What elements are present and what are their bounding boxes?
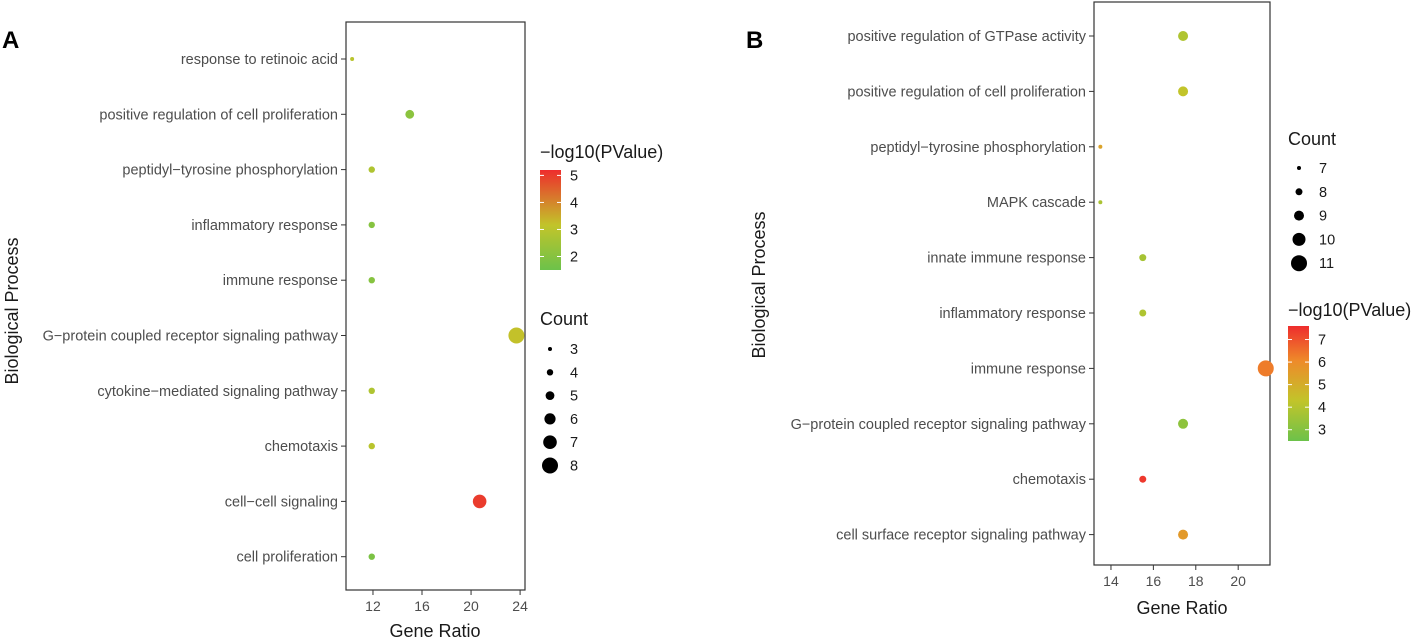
x-axis-title-a: Gene Ratio — [389, 621, 480, 639]
data-point — [508, 327, 525, 344]
x-tick-label: 20 — [1230, 573, 1246, 589]
y-tick-label: immune response — [971, 361, 1086, 377]
y-tick-label: chemotaxis — [1013, 472, 1086, 488]
size-legend-label: 11 — [1319, 256, 1334, 272]
color-legend-label: 5 — [1318, 378, 1326, 394]
x-tick-label: 24 — [512, 598, 528, 614]
data-point — [1178, 529, 1189, 540]
data-point — [368, 221, 375, 229]
color-legend-label: 6 — [1318, 355, 1326, 371]
data-point — [350, 57, 355, 61]
color-legend-label: 4 — [570, 195, 578, 211]
size-legend-dot — [542, 457, 558, 474]
y-tick-label: innate immune response — [927, 251, 1086, 267]
data-point — [1139, 254, 1147, 262]
size-legend-label: 8 — [1319, 185, 1327, 201]
size-legend-label: 8 — [570, 459, 578, 475]
y-tick-label: peptidyl−tyrosine phosphorylation — [870, 140, 1086, 156]
color-legend-label: 2 — [570, 249, 578, 265]
size-legend-label: 10 — [1319, 232, 1335, 248]
size-legend-dot — [1292, 232, 1306, 246]
panel-letter-b: B — [746, 27, 763, 54]
data-point — [368, 553, 375, 560]
x-tick-label: 14 — [1103, 573, 1119, 589]
panel-a: A response to retinoic acid positive regu… — [2, 21, 663, 639]
size-legend-dot — [543, 435, 557, 450]
color-legend-label: 7 — [1318, 333, 1326, 349]
plot-frame-b — [1093, 1, 1271, 566]
size-legend-title-b: Count — [1288, 129, 1336, 149]
color-legend-label: 3 — [570, 222, 578, 238]
size-legend-dot — [545, 391, 555, 400]
size-legend-dot — [1291, 255, 1307, 272]
data-point — [1139, 475, 1147, 483]
data-point — [405, 109, 415, 119]
y-tick-label: inflammatory response — [939, 306, 1086, 322]
size-legend-label: 9 — [1319, 209, 1327, 225]
x-tick-label: 16 — [1146, 573, 1162, 589]
y-tick-label: positive regulation of cell proliferatio… — [99, 107, 338, 123]
y-tick-label: immune response — [223, 273, 338, 289]
size-legend-label: 7 — [1319, 161, 1327, 177]
data-point — [368, 387, 375, 394]
y-tick-label: chemotaxis — [265, 439, 338, 455]
x-tick-label: 16 — [414, 598, 430, 614]
data-point — [368, 442, 375, 450]
size-legend-label: 7 — [570, 435, 578, 451]
color-legend-title-b: −log10(PValue) — [1288, 300, 1411, 320]
x-axis-title-b: Gene Ratio — [1136, 598, 1227, 618]
data-point — [472, 494, 487, 509]
y-tick-label: response to retinoic acid — [181, 52, 338, 68]
data-point — [1178, 418, 1189, 429]
size-legend-dot — [546, 369, 554, 376]
color-legend-label: 4 — [1318, 400, 1326, 416]
data-point — [1178, 86, 1189, 97]
y-tick-label: cell surface receptor signaling pathway — [836, 528, 1087, 544]
data-point — [1098, 200, 1103, 205]
y-tick-label: cell proliferation — [236, 550, 338, 566]
size-legend-dot — [1294, 210, 1304, 221]
y-axis-title-b: Biological Process — [749, 211, 769, 358]
x-tick-label: 18 — [1188, 573, 1204, 589]
x-tick-label: 12 — [365, 598, 381, 614]
data-point — [1178, 31, 1189, 41]
size-legend-label: 6 — [570, 412, 578, 428]
color-bar-b — [1288, 326, 1309, 441]
data-point — [368, 166, 375, 173]
size-legend-label: 4 — [570, 365, 578, 381]
y-tick-label: positive regulation of cell proliferatio… — [847, 84, 1086, 100]
x-tick-label: 20 — [463, 598, 479, 614]
color-legend-label: 3 — [1318, 423, 1326, 439]
data-point — [1098, 144, 1103, 149]
y-tick-label: inflammatory response — [191, 218, 338, 234]
color-legend-label: 5 — [570, 168, 578, 184]
size-legend-dot — [548, 347, 552, 351]
y-tick-label: G−protein coupled receptor signaling pat… — [43, 329, 339, 345]
y-tick-label: G−protein coupled receptor signaling pat… — [791, 417, 1087, 433]
y-tick-label: positive regulation of GTPase activity — [847, 29, 1086, 45]
color-bar-a — [540, 170, 561, 270]
data-point — [368, 277, 375, 284]
plot-frame-a — [345, 21, 526, 591]
panel-letter-a: A — [2, 27, 19, 54]
size-legend-title-a: Count — [540, 309, 588, 329]
size-legend-dot — [544, 413, 556, 425]
y-tick-label: MAPK cascade — [987, 195, 1086, 211]
y-tick-label: peptidyl−tyrosine phosphorylation — [122, 163, 338, 179]
size-legend-label: 5 — [570, 389, 578, 405]
size-legend-dot — [1297, 166, 1301, 170]
size-legend-dot — [1295, 188, 1303, 196]
data-point — [1257, 360, 1274, 377]
color-legend-title-a: −log10(PValue) — [540, 142, 663, 162]
y-tick-label: cell−cell signaling — [225, 494, 338, 510]
y-axis-title-a: Biological Process — [2, 237, 22, 384]
size-legend-label: 3 — [570, 342, 578, 358]
data-point — [1139, 309, 1147, 317]
y-tick-label: cytokine−mediated signaling pathway — [97, 384, 338, 400]
panel-b: B positive regulation of GTPase activity… — [746, 1, 1411, 618]
